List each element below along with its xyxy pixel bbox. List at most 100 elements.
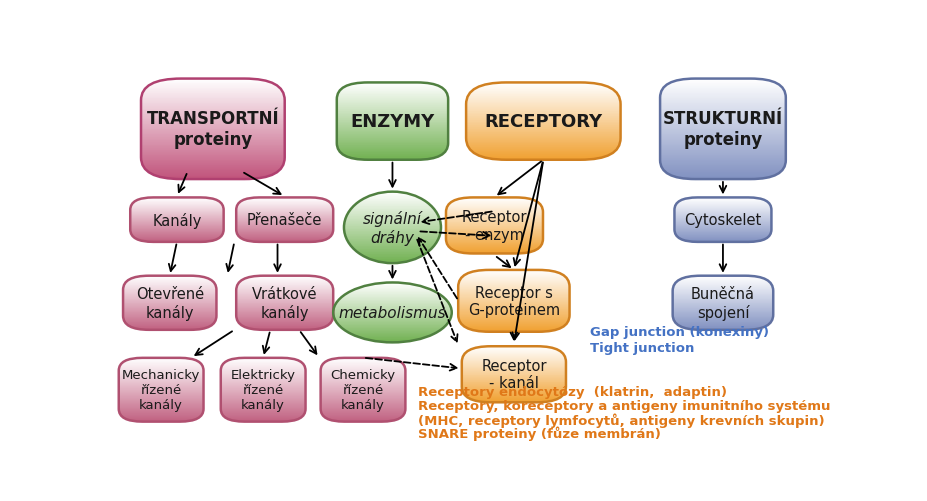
Bar (344, 223, 441, 224)
Bar (660, 173, 786, 174)
Bar (673, 318, 773, 319)
Bar (337, 152, 448, 153)
Bar (333, 290, 451, 291)
Bar (236, 198, 333, 199)
Bar (466, 129, 620, 130)
Bar (321, 394, 405, 395)
Bar (344, 230, 441, 231)
Bar (141, 109, 285, 110)
Bar (673, 282, 773, 283)
Bar (321, 414, 405, 415)
Bar (344, 260, 441, 261)
Bar (119, 408, 204, 409)
Bar (344, 257, 441, 258)
Bar (337, 145, 448, 146)
Bar (321, 369, 405, 370)
Bar (337, 129, 448, 130)
Bar (333, 305, 451, 306)
Bar (141, 144, 285, 145)
Bar (673, 278, 773, 279)
Bar (141, 79, 285, 80)
Bar (675, 211, 771, 212)
Bar (333, 313, 451, 314)
Bar (130, 222, 223, 223)
Bar (466, 139, 620, 140)
Bar (446, 198, 543, 199)
Bar (458, 292, 569, 293)
Bar (673, 305, 773, 306)
Bar (466, 103, 620, 104)
Bar (333, 329, 451, 330)
Bar (660, 129, 786, 130)
Bar (123, 306, 216, 307)
Bar (123, 326, 216, 327)
Bar (466, 105, 620, 106)
Bar (321, 388, 405, 389)
Bar (446, 209, 543, 210)
Bar (660, 134, 786, 135)
Bar (466, 95, 620, 96)
Bar (660, 115, 786, 116)
Bar (333, 335, 451, 336)
Bar (141, 132, 285, 133)
Bar (236, 210, 333, 211)
Bar (337, 115, 448, 116)
Bar (673, 309, 773, 310)
Bar (221, 376, 306, 377)
Bar (458, 289, 569, 290)
Text: Otevřené
kanály: Otevřené kanály (135, 287, 204, 320)
Bar (675, 200, 771, 201)
Bar (458, 330, 569, 331)
Bar (675, 239, 771, 240)
Bar (673, 280, 773, 281)
Bar (221, 418, 306, 419)
Bar (123, 323, 216, 324)
Bar (221, 421, 306, 422)
Bar (123, 314, 216, 315)
Bar (458, 293, 569, 294)
Bar (446, 251, 543, 252)
Bar (466, 128, 620, 129)
Bar (337, 86, 448, 87)
Bar (130, 232, 223, 233)
Bar (337, 134, 448, 135)
Bar (337, 146, 448, 147)
Bar (337, 100, 448, 101)
Bar (446, 247, 543, 248)
Bar (660, 129, 786, 130)
Bar (337, 148, 448, 149)
Bar (344, 240, 441, 241)
Bar (462, 374, 566, 375)
Bar (466, 100, 620, 101)
Bar (458, 294, 569, 295)
Bar (130, 238, 223, 239)
Bar (236, 325, 333, 326)
Bar (337, 152, 448, 153)
Bar (221, 401, 306, 402)
Bar (446, 219, 543, 220)
Bar (123, 308, 216, 309)
Bar (333, 303, 451, 304)
Bar (333, 308, 451, 309)
Bar (321, 374, 405, 375)
Bar (673, 296, 773, 297)
Bar (333, 329, 451, 330)
Bar (333, 318, 451, 319)
Bar (446, 220, 543, 221)
Bar (333, 325, 451, 326)
Bar (333, 315, 451, 316)
Bar (236, 329, 333, 330)
Bar (466, 86, 620, 87)
Bar (130, 211, 223, 212)
Bar (141, 110, 285, 111)
Bar (466, 136, 620, 137)
Bar (123, 329, 216, 330)
Bar (221, 367, 306, 368)
Bar (119, 418, 204, 419)
Bar (236, 320, 333, 321)
Bar (119, 362, 204, 363)
Bar (130, 236, 223, 237)
Bar (123, 301, 216, 302)
Bar (123, 319, 216, 320)
Bar (660, 144, 786, 145)
